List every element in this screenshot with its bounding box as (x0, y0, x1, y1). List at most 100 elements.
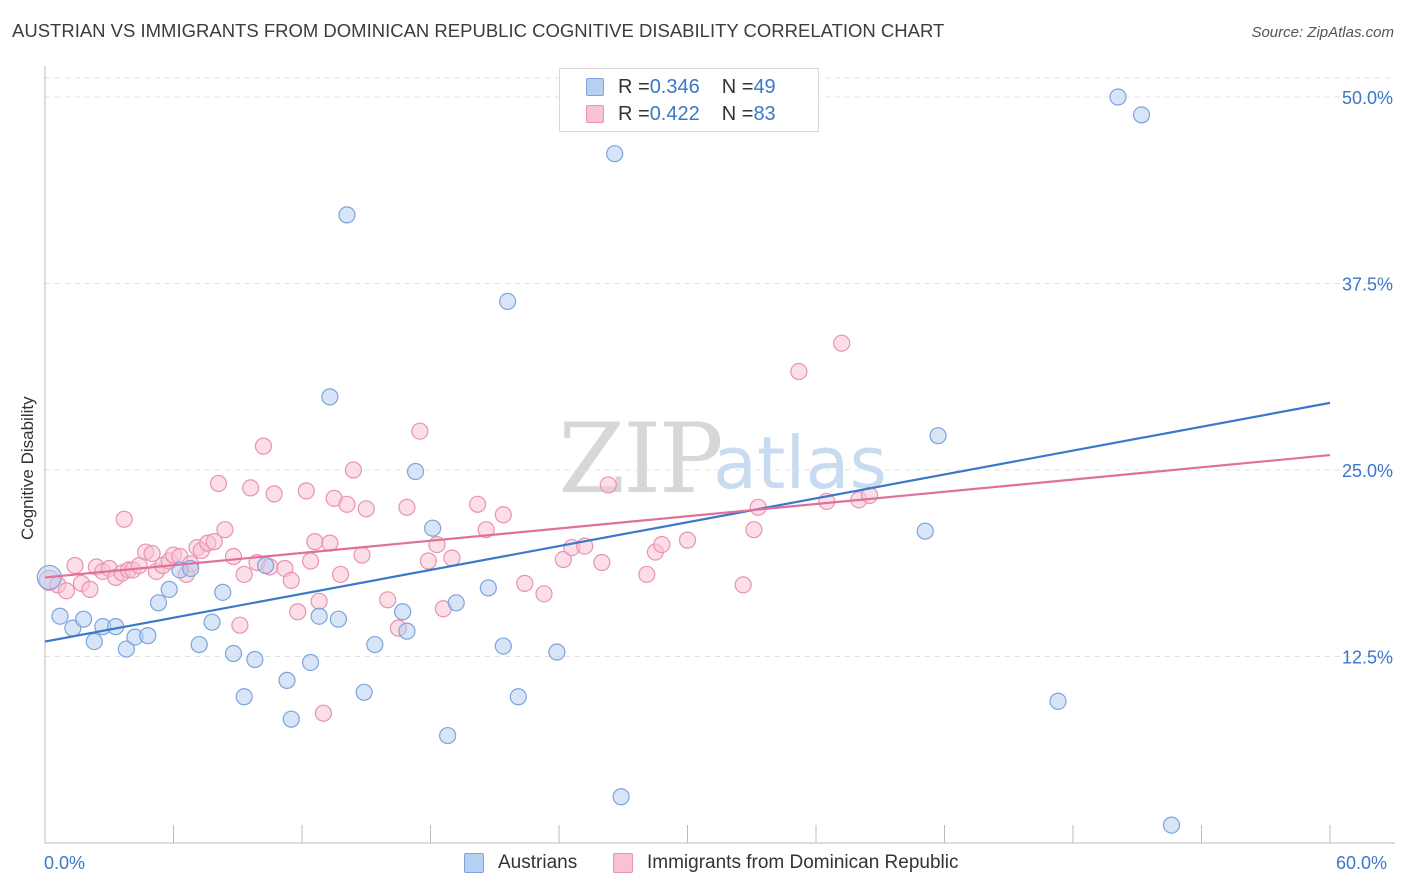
legend-n-label: N = (721, 75, 754, 98)
x-axis-min-label: 0.0% (44, 853, 86, 873)
austrians-point (338, 206, 356, 224)
austrians-point (74, 610, 93, 628)
series-dominican-points (38, 334, 879, 722)
dominican-point (205, 533, 223, 551)
legend-row-dominican: R = 0.422 N = 83 (586, 102, 776, 126)
legend-r-value: 0.422 (649, 102, 700, 125)
dominican-point (477, 521, 495, 539)
dominican-point (216, 521, 234, 539)
dominican-point (338, 495, 356, 513)
austrians-point (606, 145, 624, 163)
x-axis-max-label: 60.0% (1336, 853, 1388, 873)
austrians-point (355, 683, 373, 701)
legend-r-label: R = (618, 75, 650, 98)
dominican-point (242, 479, 260, 497)
austrians-point (916, 522, 934, 540)
austrians-point (51, 607, 69, 625)
bottom-legend-label-dominican: Immigrants from Dominican Republic (647, 852, 959, 873)
y-tick-label: 37.5% (1342, 275, 1393, 295)
dominican-point (494, 506, 512, 524)
bottom-legend-austrians[interactable]: Austrians (464, 852, 577, 874)
dominican-point (443, 549, 461, 567)
y-tick-label: 50.0% (1342, 88, 1393, 108)
austrians-point (509, 688, 527, 706)
austrians-point (321, 388, 339, 406)
dominican-point (653, 535, 671, 554)
austrians-point (424, 519, 442, 537)
watermark: ZIP atlas (558, 403, 887, 515)
austrians-point (235, 688, 253, 706)
legend-swatch-pink (586, 105, 604, 123)
dominican-point (734, 576, 752, 594)
dominican-point (235, 565, 253, 584)
austrians-point (214, 583, 232, 601)
dominican-point (297, 482, 315, 500)
austrians-point (366, 635, 384, 654)
dominican-point (790, 362, 808, 381)
legend-swatch-blue (586, 78, 604, 96)
dominican-point (306, 533, 324, 551)
dominican-point (419, 552, 437, 570)
dominican-point (282, 571, 300, 590)
austrians-point (139, 627, 157, 645)
austrians-point (160, 580, 178, 598)
dominican-point (265, 485, 283, 503)
axes (44, 66, 1395, 844)
austrians-point (398, 622, 416, 640)
austrians-point (1109, 88, 1127, 106)
dominican-point (353, 546, 371, 564)
legend-r-value: 0.346 (649, 75, 700, 98)
austrians-point (117, 640, 135, 658)
austrians-point (479, 579, 497, 597)
austrians-point (494, 637, 512, 655)
austrians-point (282, 710, 300, 728)
dominican-point (638, 565, 656, 584)
austrians-point (190, 635, 208, 654)
dominican-point (301, 552, 320, 570)
dominican-point (469, 495, 487, 513)
austrians-point (1049, 692, 1067, 710)
legend-n-value: 49 (753, 75, 776, 98)
legend-row-austrians: R = 0.346 N = 49 (586, 75, 776, 99)
dominican-point (81, 580, 99, 598)
bottom-legend-label-austrians: Austrians (498, 852, 578, 873)
bottom-legend-swatch-blue (464, 853, 484, 873)
austrians-point (149, 594, 168, 612)
legend-n-label: N = (721, 102, 754, 125)
austrians-point (406, 462, 425, 481)
chart-source: Source: ZipAtlas.com (1251, 24, 1394, 41)
dominican-point (209, 474, 228, 493)
series-austrians-points (36, 88, 1181, 834)
austrians-point (548, 643, 566, 661)
austrians-point (439, 726, 457, 745)
correlation-legend: R = 0.346 N = 49 R = 0.422 N = 83 (559, 68, 819, 132)
dominican-point (314, 704, 333, 722)
dominican-point (745, 521, 763, 539)
austrians-point (203, 613, 221, 631)
austrians-point (256, 556, 275, 575)
dominican-point (411, 422, 429, 440)
dominican-point (224, 547, 243, 566)
austrians-point (499, 292, 517, 311)
dominican-point (143, 544, 161, 563)
austrians-point (1162, 816, 1181, 834)
bottom-legend-swatch-pink (613, 853, 633, 873)
austrians-point (929, 427, 947, 445)
dominican-point (331, 565, 350, 584)
watermark-zip: ZIP (558, 403, 721, 515)
dominican-point (254, 437, 273, 455)
dominican-point (357, 500, 375, 518)
austrians-point (394, 603, 412, 621)
legend-n-value: 83 (753, 102, 776, 125)
dominican-point (833, 334, 851, 352)
austrians-point (246, 650, 264, 669)
bottom-legend-dominican[interactable]: Immigrants from Dominican Republic (613, 852, 959, 874)
austrians-point (447, 594, 465, 612)
y-axis-label: Cognitive Disability (18, 396, 37, 540)
dominican-point (344, 461, 362, 479)
austrians-point (1132, 106, 1151, 124)
trend-lines (44, 401, 1331, 643)
dominican-point (593, 553, 611, 572)
dominican-point (379, 591, 397, 609)
dominican-point (289, 603, 307, 621)
